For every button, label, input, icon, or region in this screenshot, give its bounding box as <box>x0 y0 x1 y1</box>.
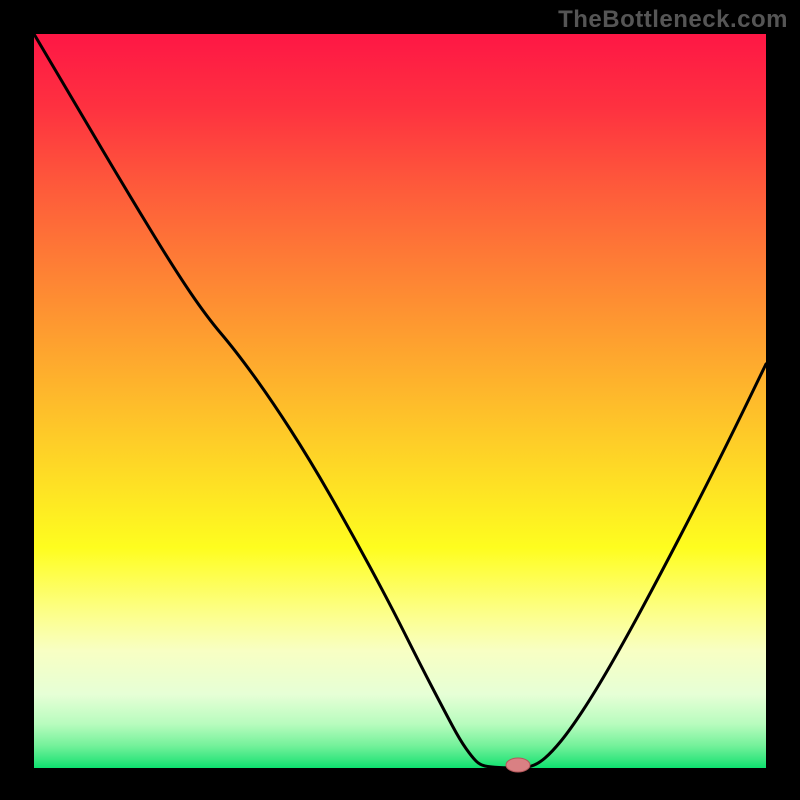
optimal-marker <box>506 758 530 772</box>
plot-area <box>34 34 766 768</box>
chart-container: TheBottleneck.com <box>0 0 800 800</box>
bottleneck-chart <box>0 0 800 800</box>
watermark-text: TheBottleneck.com <box>558 6 788 34</box>
